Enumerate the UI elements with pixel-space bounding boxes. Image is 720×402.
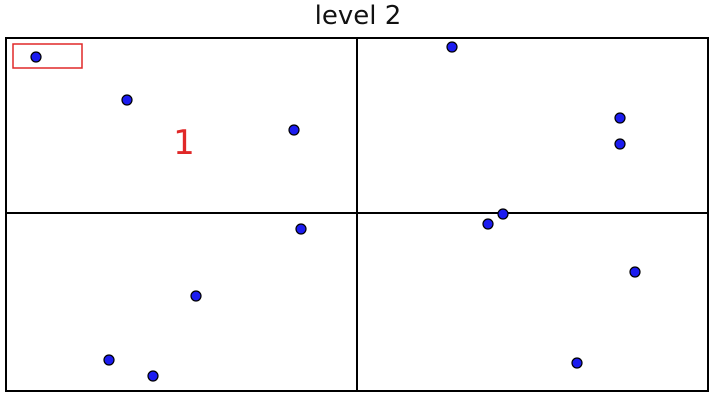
data-point-11: [497, 208, 509, 220]
data-point-1: [30, 51, 42, 63]
data-point-8: [190, 290, 202, 302]
points-layer: [30, 41, 641, 382]
data-point-14: [571, 357, 583, 369]
data-point-12: [482, 218, 494, 230]
data-point-5: [614, 112, 626, 124]
data-point-6: [614, 138, 626, 150]
data-point-2: [121, 94, 133, 106]
data-point-3: [288, 124, 300, 136]
data-point-4: [446, 41, 458, 53]
diagram-title: level 2: [314, 1, 402, 31]
region-label: 1: [173, 123, 195, 163]
data-point-10: [147, 370, 159, 382]
data-point-13: [629, 266, 641, 278]
highlight-box: [12, 43, 83, 69]
data-point-7: [295, 223, 307, 235]
data-point-9: [103, 354, 115, 366]
